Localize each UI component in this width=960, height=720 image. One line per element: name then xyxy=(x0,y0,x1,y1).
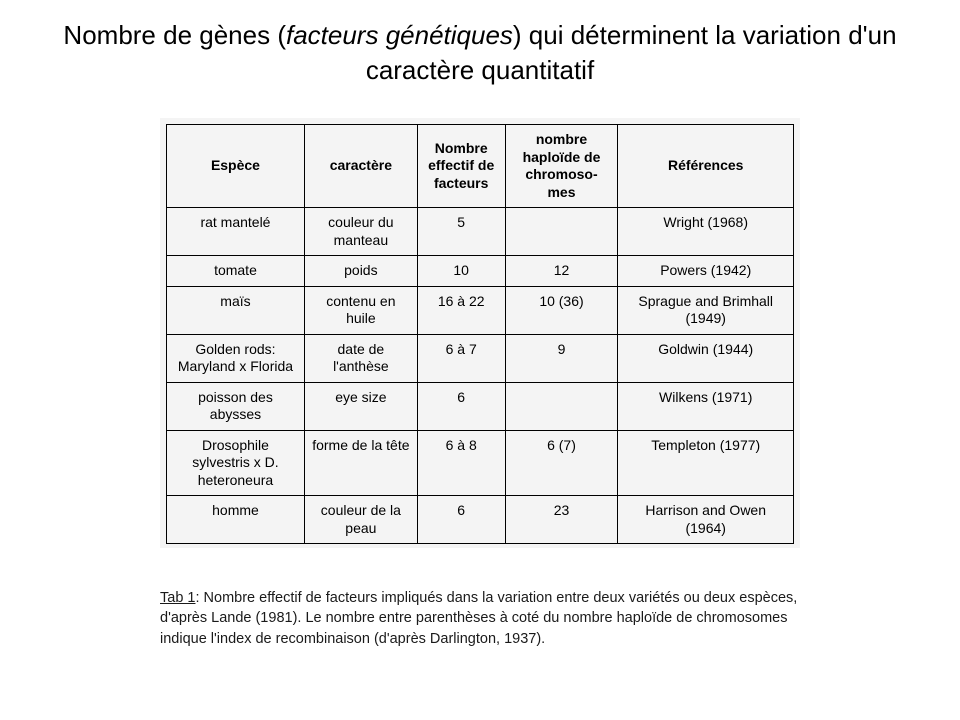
cell: tomate xyxy=(167,256,305,287)
cell: homme xyxy=(167,496,305,544)
cell: Goldwin (1944) xyxy=(618,334,794,382)
cell: rat mantelé xyxy=(167,208,305,256)
table-row: poisson des abysses eye size 6 Wilkens (… xyxy=(167,382,794,430)
cell: 6 (7) xyxy=(505,430,618,496)
table-row: Drosophile sylvestris x D. heteroneura f… xyxy=(167,430,794,496)
cell: Drosophile sylvestris x D. heteroneura xyxy=(167,430,305,496)
cell: poids xyxy=(304,256,417,287)
genes-table: Espèce caractère Nombre effectif de fact… xyxy=(166,124,794,544)
caption-text: : Nombre effectif de facteurs impliqués … xyxy=(160,590,797,647)
cell: 10 (36) xyxy=(505,286,618,334)
cell: 23 xyxy=(505,496,618,544)
col-header-espece: Espèce xyxy=(167,125,305,208)
cell: forme de la tête xyxy=(304,430,417,496)
table-row: Golden rods: Maryland x Florida date de … xyxy=(167,334,794,382)
cell: contenu en huile xyxy=(304,286,417,334)
table-body: rat mantelé couleur du manteau 5 Wright … xyxy=(167,208,794,544)
col-header-caractere: caractère xyxy=(304,125,417,208)
cell: Wilkens (1971) xyxy=(618,382,794,430)
title-italic: facteurs génétiques xyxy=(286,20,513,50)
cell xyxy=(505,208,618,256)
cell: Templeton (1977) xyxy=(618,430,794,496)
col-header-nombre-facteurs: Nombre effectif de facteurs xyxy=(417,125,505,208)
cell: Powers (1942) xyxy=(618,256,794,287)
table-header-row: Espèce caractère Nombre effectif de fact… xyxy=(167,125,794,208)
cell: 6 xyxy=(417,382,505,430)
caption-lead: Tab 1 xyxy=(160,590,195,606)
cell: 5 xyxy=(417,208,505,256)
col-header-haploide: nombre haploïde de chromoso-mes xyxy=(505,125,618,208)
cell: 6 à 7 xyxy=(417,334,505,382)
cell: 6 xyxy=(417,496,505,544)
cell: couleur de la peau xyxy=(304,496,417,544)
cell: 9 xyxy=(505,334,618,382)
cell xyxy=(505,382,618,430)
table-row: homme couleur de la peau 6 23 Harrison a… xyxy=(167,496,794,544)
cell: Golden rods: Maryland x Florida xyxy=(167,334,305,382)
title-pre: Nombre de gènes ( xyxy=(63,20,286,50)
cell: Harrison and Owen (1964) xyxy=(618,496,794,544)
cell: couleur du manteau xyxy=(304,208,417,256)
table-container: Espèce caractère Nombre effectif de fact… xyxy=(160,118,800,548)
table-row: tomate poids 10 12 Powers (1942) xyxy=(167,256,794,287)
table-row: rat mantelé couleur du manteau 5 Wright … xyxy=(167,208,794,256)
cell: 6 à 8 xyxy=(417,430,505,496)
col-header-references: Références xyxy=(618,125,794,208)
slide-title: Nombre de gènes (facteurs génétiques) qu… xyxy=(0,0,960,98)
cell: 16 à 22 xyxy=(417,286,505,334)
cell: 12 xyxy=(505,256,618,287)
cell: Sprague and Brimhall (1949) xyxy=(618,286,794,334)
cell: maïs xyxy=(167,286,305,334)
cell: poisson des abysses xyxy=(167,382,305,430)
cell: date de l'anthèse xyxy=(304,334,417,382)
table-caption: Tab 1: Nombre effectif de facteurs impli… xyxy=(160,588,800,649)
table-row: maïs contenu en huile 16 à 22 10 (36) Sp… xyxy=(167,286,794,334)
cell: 10 xyxy=(417,256,505,287)
cell: eye size xyxy=(304,382,417,430)
cell: Wright (1968) xyxy=(618,208,794,256)
